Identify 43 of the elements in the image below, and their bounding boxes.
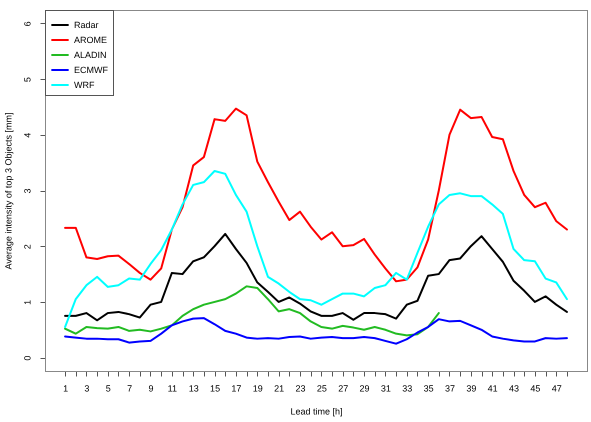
x-tick-label: 9: [148, 384, 154, 394]
line-series: [64, 285, 440, 336]
x-tick-label: 39: [466, 384, 476, 394]
legend-label: ALADIN: [74, 50, 107, 60]
x-tick-label: 5: [106, 384, 111, 394]
x-tick-label: 31: [380, 384, 391, 394]
x-tick-label: 7: [127, 384, 132, 394]
x-tick-label: 17: [231, 384, 242, 394]
x-tick-label: 25: [316, 384, 327, 394]
y-tick-label: 6: [22, 21, 32, 26]
x-tick-label: 33: [402, 384, 412, 394]
y-tick-label: 2: [22, 244, 32, 250]
y-tick-label: 4: [22, 132, 32, 138]
legend-label: WRF: [74, 80, 95, 90]
x-tick-label: 3: [84, 384, 90, 394]
line-series: [64, 232, 568, 322]
x-tick-label: 35: [424, 384, 434, 394]
x-tick-label: 15: [210, 384, 220, 394]
y-tick-label: 0: [22, 356, 32, 361]
x-tick-label: 29: [360, 384, 370, 394]
x-tick-label: 19: [252, 384, 263, 394]
y-tick-label: 3: [22, 188, 32, 194]
y-tick-label: 1: [22, 300, 32, 305]
x-tick-label: 1: [63, 384, 68, 394]
legend-label: ECMWF: [74, 65, 108, 75]
y-axis-title: Average intensity of top 3 Objects [mm]: [4, 112, 14, 270]
line-series: [64, 108, 568, 282]
x-tick-label: 23: [295, 384, 306, 394]
x-tick-label: 43: [509, 384, 520, 394]
y-tick-label: 5: [22, 77, 32, 82]
x-axis-title: Lead time [h]: [290, 406, 343, 416]
legend-label: AROME: [74, 35, 108, 45]
x-tick-label: 27: [338, 384, 348, 394]
x-tick-label: 13: [188, 384, 199, 394]
x-tick-label: 45: [530, 384, 540, 394]
line-series: [64, 317, 568, 345]
x-tick-label: 47: [552, 384, 562, 394]
line-series: [64, 170, 568, 328]
x-tick-label: 21: [274, 384, 284, 394]
x-tick-label: 41: [488, 384, 498, 394]
legend-label: Radar: [74, 20, 99, 30]
x-tick-label: 37: [444, 384, 455, 394]
x-tick-label: 11: [168, 384, 178, 394]
